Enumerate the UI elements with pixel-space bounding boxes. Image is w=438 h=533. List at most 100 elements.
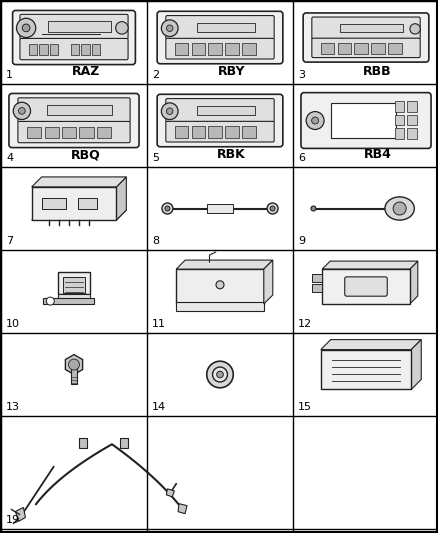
FancyBboxPatch shape [345,277,387,296]
Circle shape [68,359,79,370]
FancyBboxPatch shape [13,11,135,64]
Bar [45,126,59,139]
Circle shape [162,203,173,214]
Text: 10: 10 [6,319,20,329]
FancyBboxPatch shape [303,13,429,62]
Bar [81,44,90,55]
Text: RBB: RBB [364,65,392,78]
Text: 4: 4 [6,153,13,163]
Circle shape [267,203,278,214]
Text: RBY: RBY [218,65,245,78]
Bar [198,22,255,33]
Bar [322,269,410,304]
Bar [225,43,239,55]
Circle shape [22,24,30,32]
Text: RBK: RBK [217,148,246,161]
FancyBboxPatch shape [301,93,431,148]
Polygon shape [15,507,25,521]
Bar [338,43,351,54]
Bar [242,126,256,138]
Bar [208,43,222,55]
Bar [175,43,188,55]
Circle shape [410,23,420,34]
Text: 7: 7 [6,236,13,246]
Bar [407,115,417,125]
Polygon shape [264,260,273,304]
Bar [388,43,402,54]
Ellipse shape [385,197,414,220]
FancyBboxPatch shape [9,93,139,148]
Text: 2: 2 [152,70,159,80]
Text: 6: 6 [298,153,305,163]
FancyBboxPatch shape [157,94,283,147]
FancyBboxPatch shape [18,98,130,122]
Circle shape [306,111,324,130]
Text: 8: 8 [152,236,159,246]
Text: RAZ: RAZ [71,65,100,78]
FancyBboxPatch shape [166,122,274,142]
Bar [331,102,396,139]
Bar [29,44,37,55]
Text: 11: 11 [152,319,166,329]
Circle shape [270,206,275,211]
Circle shape [311,206,316,211]
Bar [175,126,188,138]
Bar [407,101,417,111]
Polygon shape [117,177,126,220]
Circle shape [217,371,223,378]
Text: 9: 9 [298,236,305,246]
FancyBboxPatch shape [166,15,274,39]
Bar [191,126,205,138]
Text: 1: 1 [6,70,13,80]
Bar [32,187,117,220]
Bar [198,106,255,115]
Bar [191,43,205,55]
Text: 13: 13 [6,402,20,412]
Circle shape [216,281,224,289]
Bar [48,21,111,32]
FancyBboxPatch shape [312,38,420,58]
Bar [58,272,90,294]
Text: 12: 12 [298,319,312,329]
FancyBboxPatch shape [20,14,128,39]
Bar [312,284,322,292]
Polygon shape [65,354,83,375]
Bar [321,43,334,54]
Bar [50,44,58,55]
Circle shape [207,361,233,388]
Circle shape [116,22,128,34]
Bar [27,126,41,139]
Bar [321,350,411,390]
Polygon shape [166,489,174,497]
Text: 14: 14 [152,402,166,412]
Polygon shape [178,504,187,514]
Text: 5: 5 [152,153,159,163]
Bar [71,44,79,55]
Bar [71,366,77,384]
Circle shape [17,18,36,37]
Circle shape [166,108,173,115]
Circle shape [18,108,25,114]
Circle shape [165,206,170,211]
Bar [312,274,322,282]
Circle shape [13,102,31,119]
Circle shape [46,297,54,305]
Circle shape [161,20,178,37]
Bar [120,438,127,448]
Bar [79,126,94,139]
FancyBboxPatch shape [20,38,128,60]
Bar [176,269,264,304]
Bar [208,126,222,138]
Bar [92,44,100,55]
Bar [395,101,404,111]
Bar [63,277,85,293]
Bar [42,298,94,304]
Text: 15: 15 [298,402,312,412]
Bar [225,126,239,138]
Bar [395,115,404,125]
Polygon shape [410,261,418,304]
Bar [371,43,385,54]
Circle shape [161,103,178,119]
Polygon shape [321,340,421,350]
FancyBboxPatch shape [166,38,274,59]
